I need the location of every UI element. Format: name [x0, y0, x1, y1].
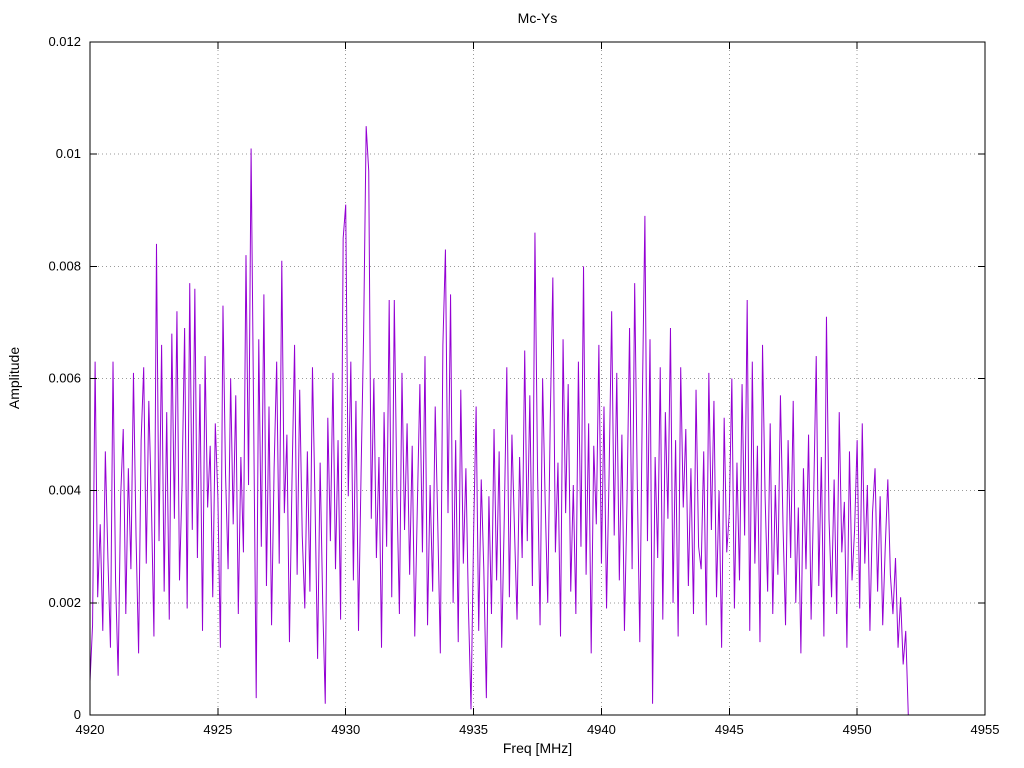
y-tick-label: 0.004 — [48, 483, 81, 498]
x-tick-label: 4955 — [971, 722, 1000, 737]
y-tick-label: 0.006 — [48, 371, 81, 386]
x-tick-label: 4930 — [331, 722, 360, 737]
x-axis-label: Freq [MHz] — [502, 740, 573, 756]
x-tick-label: 4940 — [587, 722, 616, 737]
x-tick-label: 4945 — [715, 722, 744, 737]
chart-title: Mc-Ys — [517, 10, 558, 26]
y-tick-label: 0 — [74, 707, 81, 722]
x-tick-label: 4925 — [203, 722, 232, 737]
x-tick-label: 4935 — [459, 722, 488, 737]
x-tick-label: 4920 — [76, 722, 105, 737]
y-tick-label: 0.01 — [56, 146, 81, 161]
data-series-line — [89, 126, 909, 716]
y-tick-label: 0.002 — [48, 595, 81, 610]
y-tick-label: 0.012 — [48, 34, 81, 49]
x-tick-label: 4950 — [843, 722, 872, 737]
y-tick-label: 0.008 — [48, 258, 81, 273]
